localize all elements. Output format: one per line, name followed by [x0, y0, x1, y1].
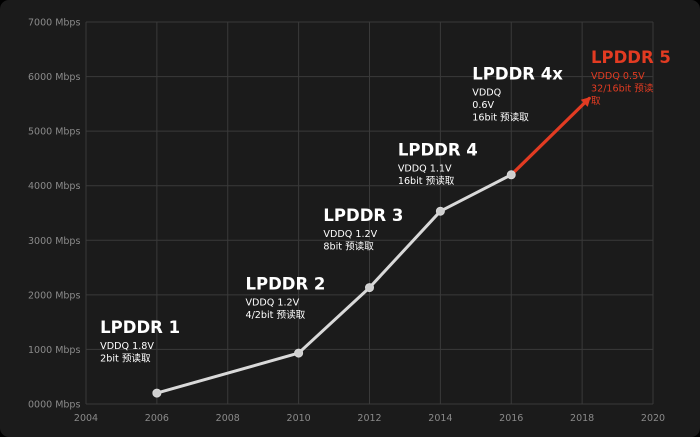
lpddr4x-detail: VDDQ: [472, 87, 501, 98]
x-tick-label: 2020: [641, 413, 665, 424]
lpddr2-detail: 4/2bit 预读取: [245, 309, 305, 321]
lpddr1-title: LPDDR 1: [100, 318, 180, 337]
lpddr5-detail: VDDQ 0.5V: [591, 71, 645, 82]
y-tick-label: 1000 Mbps: [28, 345, 80, 356]
x-tick-label: 2016: [499, 413, 523, 424]
x-tick-label: 2004: [74, 413, 98, 424]
data-point: [294, 348, 304, 358]
lpddr4-detail: 16bit 预读取: [398, 175, 455, 187]
lpddr3-detail: VDDQ 1.2V: [323, 229, 377, 240]
data-point: [152, 388, 162, 398]
x-tick-label: 2012: [357, 413, 381, 424]
x-tick-label: 2008: [216, 413, 240, 424]
y-tick-label: 4000 Mbps: [28, 181, 80, 192]
lpddr1-detail: VDDQ 1.8V: [100, 341, 154, 352]
lpddr5-title: LPDDR 5: [591, 48, 671, 67]
data-points: [152, 170, 516, 398]
x-tick-label: 2010: [287, 413, 311, 424]
y-tick-label: 7000 Mbps: [28, 18, 80, 29]
x-tick-label: 2014: [428, 413, 452, 424]
x-tick-label: 2006: [145, 413, 169, 424]
data-point: [435, 206, 445, 216]
y-tick-label: 2000 Mbps: [28, 290, 80, 301]
y-tick-label: 6000 Mbps: [28, 72, 80, 83]
data-point: [365, 283, 374, 293]
y-tick-label: 5000 Mbps: [28, 127, 80, 138]
lpddr4x-detail: 16bit 预读取: [472, 111, 529, 123]
x-tick-label: 2018: [570, 413, 594, 424]
lpddr5-detail: 32/16bit 预读: [591, 82, 654, 94]
lpddr3-title: LPDDR 3: [323, 206, 403, 225]
lpddr4-detail: VDDQ 1.1V: [398, 164, 452, 175]
lpddr4x-detail: 0.6V: [472, 100, 494, 111]
projection-arrow: [509, 96, 591, 177]
lpddr2-detail: VDDQ 1.2V: [245, 297, 299, 308]
lpddr4x-title: LPDDR 4x: [472, 64, 563, 83]
data-point: [506, 170, 516, 180]
lpddr3-detail: 8bit 预读取: [323, 241, 374, 253]
lpddr2-title: LPDDR 2: [245, 274, 325, 293]
lpddr4-title: LPDDR 4: [398, 141, 478, 160]
y-tick-label: 0000 Mbps: [28, 400, 80, 411]
axes: 0000 Mbps 1000 Mbps 2000 Mbps 3000 Mbps 4000…: [28, 18, 665, 425]
y-tick-label: 3000 Mbps: [28, 236, 80, 247]
lpddr5-detail: 取: [591, 96, 601, 107]
lpddr1-detail: 2bit 预读取: [100, 353, 151, 365]
